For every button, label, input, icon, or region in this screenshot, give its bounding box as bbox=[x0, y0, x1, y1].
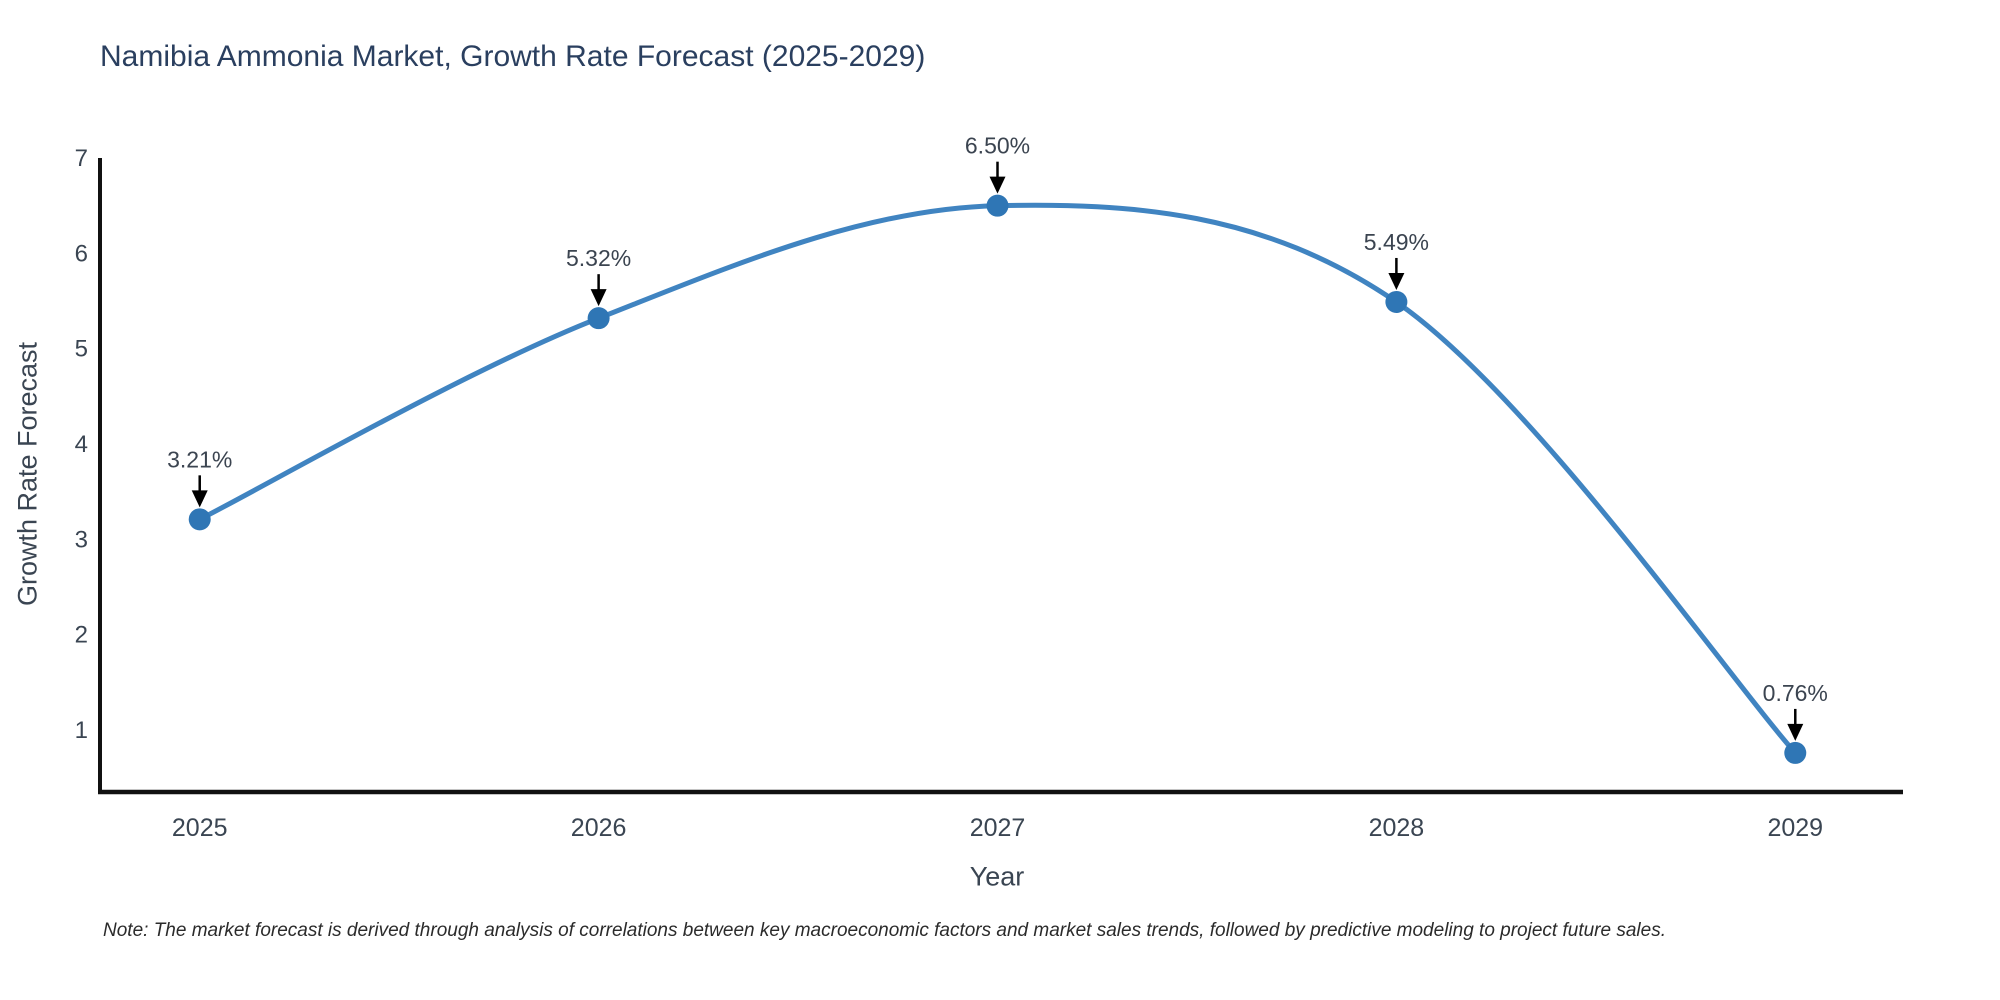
y-tick-label: 3 bbox=[75, 526, 88, 553]
annotation-arrow-head bbox=[1388, 272, 1405, 290]
data-point-marker bbox=[1784, 741, 1807, 764]
annotation-arrow-head bbox=[191, 490, 208, 508]
data-point-marker bbox=[188, 508, 211, 531]
y-tick-label: 6 bbox=[75, 240, 88, 267]
data-point-marker bbox=[587, 307, 610, 330]
x-axis-title: Year bbox=[969, 861, 1025, 892]
y-axis-title: Growth Rate Forecast bbox=[12, 341, 43, 607]
y-tick-label: 2 bbox=[75, 622, 88, 649]
x-tick-label: 2028 bbox=[1369, 814, 1425, 842]
x-tick-label: 2027 bbox=[970, 814, 1026, 842]
y-tick-label: 5 bbox=[75, 336, 88, 363]
data-point-marker bbox=[986, 194, 1009, 217]
data-point-label: 5.32% bbox=[566, 245, 631, 271]
forecast-line bbox=[197, 202, 1798, 756]
data-point-label: 5.49% bbox=[1364, 229, 1429, 255]
y-tick-label: 1 bbox=[75, 717, 88, 744]
x-tick-label: 2025 bbox=[172, 814, 228, 842]
data-point-label: 3.21% bbox=[167, 446, 232, 472]
data-point-marker bbox=[1385, 290, 1408, 313]
x-tick-label: 2026 bbox=[571, 814, 627, 842]
y-tick-label: 7 bbox=[75, 145, 88, 172]
data-point-label: 0.76% bbox=[1763, 680, 1828, 706]
annotation-arrow-head bbox=[590, 289, 607, 307]
chart-note: Note: The market forecast is derived thr… bbox=[103, 920, 1666, 941]
data-point-label: 6.50% bbox=[965, 133, 1030, 159]
chart-title: Namibia Ammonia Market, Growth Rate Fore… bbox=[100, 40, 926, 73]
y-tick-label: 4 bbox=[75, 431, 88, 458]
annotation-arrow-head bbox=[1787, 723, 1804, 741]
x-tick-label: 2029 bbox=[1767, 814, 1823, 842]
annotation-arrow-head bbox=[989, 176, 1006, 194]
